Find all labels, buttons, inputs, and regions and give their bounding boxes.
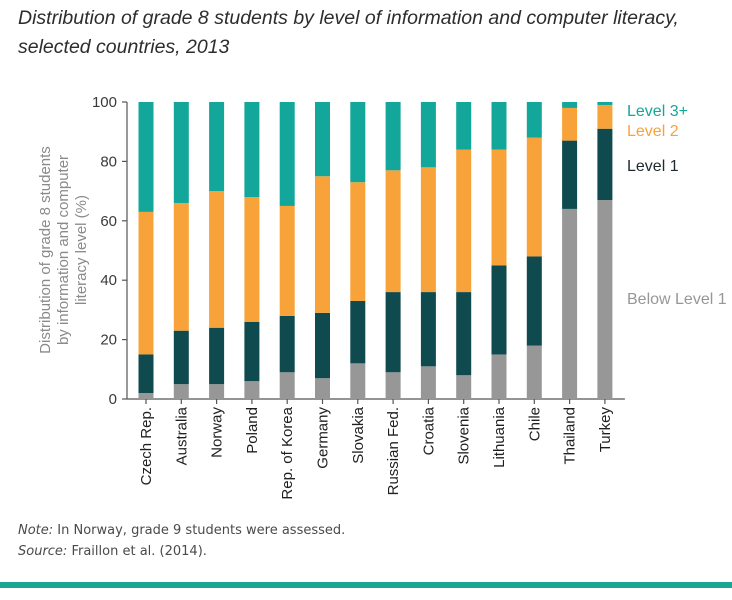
bar-slovakia-below-level-1 — [350, 363, 366, 399]
legend-level-3: Level 3+ — [627, 103, 688, 120]
y-axis-title-line-3: literacy level (%) — [73, 195, 90, 305]
bar-croatia-level-3 — [420, 102, 436, 168]
x-tick-label-thailand: Thailand — [562, 407, 579, 465]
bar-turkey-level-3 — [597, 102, 613, 105]
bar-czech-rep-below-level-1 — [138, 393, 154, 399]
bar-lithuania-level-1 — [491, 265, 507, 355]
bar-poland-level-3 — [244, 102, 260, 198]
bar-lithuania-below-level-1 — [491, 354, 507, 399]
x-tick-label-lithuania: Lithuania — [491, 406, 508, 468]
bar-russian-fed-level-2 — [385, 170, 401, 293]
y-tick-label-80: 80 — [100, 153, 117, 170]
y-axis-title: Distribution of grade 8 studentsby infor… — [37, 146, 90, 354]
bar-slovenia-level-3 — [456, 102, 472, 150]
bar-rep-of-korea-level-3 — [279, 102, 295, 206]
bar-slovakia-level-2 — [350, 182, 366, 301]
bar-germany-level-3 — [315, 102, 330, 177]
bar-rep-of-korea-below-level-1 — [279, 372, 295, 399]
bar-russian-fed-level-1 — [385, 292, 401, 373]
bar-thailand-level-3 — [562, 102, 578, 108]
chart-title-line-1: Distribution of grade 8 students by leve… — [18, 7, 679, 29]
note-text: In Norway, grade 9 students were assesse… — [53, 523, 346, 538]
source-text: Fraillon et al. (2014). — [67, 544, 207, 559]
bar-australia-below-level-1 — [173, 384, 189, 399]
bar-slovenia-level-1 — [456, 292, 472, 376]
bar-norway-level-1 — [209, 327, 225, 385]
bar-rep-of-korea-level-2 — [279, 205, 295, 316]
x-tick-label-norway: Norway — [209, 407, 226, 458]
bar-norway-level-2 — [209, 191, 225, 328]
y-axis-title-line-2: by information and computer — [55, 155, 72, 345]
x-tick-label-croatia: Croatia — [420, 406, 437, 455]
x-tick-label-russian-fed: Russian Fed. — [385, 407, 402, 495]
bar-chile-below-level-1 — [526, 345, 542, 399]
bar-russian-fed-below-level-1 — [385, 372, 401, 399]
bar-lithuania-level-3 — [491, 102, 507, 150]
x-tick-label-turkey: Turkey — [597, 407, 614, 453]
chart-notes: Note: In Norway, grade 9 students were a… — [18, 520, 345, 562]
x-tick-label-poland: Poland — [244, 407, 261, 454]
x-tick-label-slovakia: Slovakia — [350, 406, 367, 463]
source-line: Source: Fraillon et al. (2014). — [18, 541, 345, 562]
bar-croatia-level-1 — [420, 292, 436, 367]
x-tick-label-rep-of-korea: Rep. of Korea — [279, 406, 296, 499]
x-tick-label-australia: Australia — [173, 406, 190, 465]
bar-slovakia-level-3 — [350, 102, 366, 183]
x-tick-label-germany: Germany — [315, 407, 332, 469]
bar-czech-rep-level-1 — [138, 354, 154, 394]
legend-below-level-1: Below Level 1 — [627, 291, 727, 308]
y-tick-label-100: 100 — [92, 94, 117, 111]
note-label: Note: — [18, 523, 54, 538]
bar-czech-rep-level-2 — [138, 211, 154, 355]
y-tick-label-60: 60 — [100, 213, 117, 230]
x-tick-label-slovenia: Slovenia — [456, 406, 473, 464]
x-tick-label-chile: Chile — [526, 407, 543, 441]
bar-thailand-level-2 — [562, 107, 578, 141]
bar-slovenia-below-level-1 — [456, 375, 472, 399]
bar-australia-level-2 — [173, 202, 189, 331]
bar-turkey-level-1 — [597, 128, 613, 201]
bar-poland-below-level-1 — [244, 381, 260, 399]
x-tick-label-czech-rep: Czech Rep. — [138, 407, 155, 485]
bar-poland-level-2 — [244, 197, 260, 322]
chart-title: Distribution of grade 8 students by leve… — [18, 4, 728, 62]
legend-level-2: Level 2 — [627, 123, 679, 140]
note-line: Note: In Norway, grade 9 students were a… — [18, 520, 345, 541]
bar-chile-level-3 — [526, 102, 542, 138]
bar-croatia-below-level-1 — [420, 366, 436, 399]
bar-germany-below-level-1 — [315, 378, 330, 399]
bar-germany-level-2 — [315, 176, 330, 313]
bar-norway-level-3 — [209, 102, 225, 192]
bar-russian-fed-level-3 — [385, 102, 401, 171]
bar-chile-level-2 — [526, 137, 542, 257]
y-axis-title-line-1: Distribution of grade 8 students — [37, 146, 54, 354]
bar-slovakia-level-1 — [350, 300, 366, 364]
bar-chile-level-1 — [526, 256, 542, 346]
bar-thailand-level-1 — [562, 140, 578, 209]
bar-czech-rep-level-3 — [138, 102, 154, 212]
stacked-bar-chart: 0 20 40 60 80 100 Distribution of grade 8 stud… — [37, 94, 727, 500]
legend-level-1: Level 1 — [627, 158, 679, 175]
bar-croatia-level-2 — [420, 167, 436, 293]
bar-turkey-level-2 — [597, 104, 613, 129]
bar-australia-level-3 — [173, 102, 189, 203]
bar-thailand-below-level-1 — [562, 208, 578, 399]
source-label: Source: — [18, 544, 68, 559]
bar-slovenia-level-2 — [456, 149, 472, 293]
bar-lithuania-level-2 — [491, 149, 507, 266]
bar-australia-level-1 — [173, 330, 189, 385]
y-tick-label-40: 40 — [100, 272, 117, 289]
y-tick-label-20: 20 — [100, 332, 117, 349]
bar-rep-of-korea-level-1 — [279, 315, 295, 373]
bar-norway-below-level-1 — [209, 384, 225, 399]
y-tick-label-0: 0 — [109, 391, 117, 408]
bar-poland-level-1 — [244, 321, 260, 382]
bar-turkey-below-level-1 — [597, 200, 613, 399]
chart-title-line-2: selected countries, 2013 — [18, 36, 230, 58]
bottom-rule — [0, 582, 732, 588]
bar-germany-level-1 — [315, 312, 330, 379]
